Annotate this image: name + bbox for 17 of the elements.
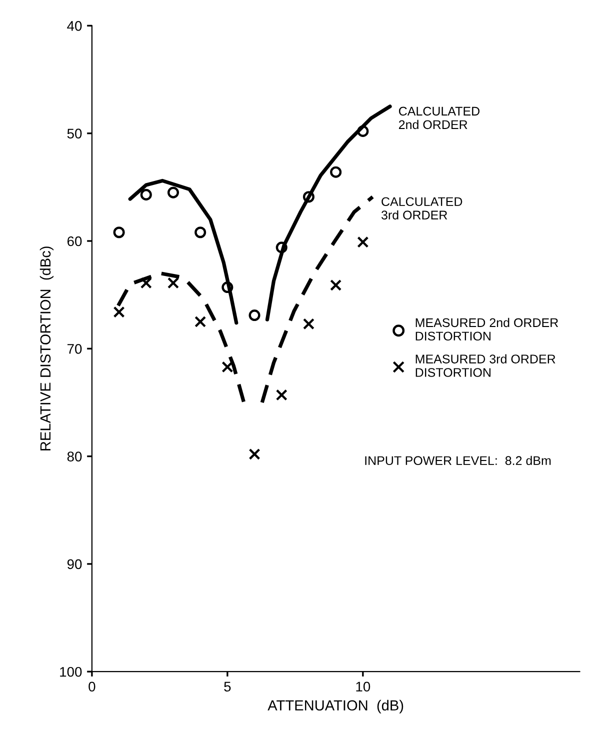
y-tick-label: 50	[67, 128, 82, 139]
y-tick-label: 40	[67, 21, 82, 31]
legend-label: MEASURED 2nd ORDER DISTORTION	[416, 318, 558, 341]
y-tick-label: 80	[67, 452, 82, 462]
x-tick-label: 5	[224, 682, 231, 692]
x-axis-title: ATTENUATION (dB)	[268, 700, 404, 714]
y-tick-label: 70	[67, 344, 82, 354]
y-axis-title: RELATIVE DISTORTION (dBc)	[40, 246, 54, 450]
y-tick-label: 90	[67, 559, 82, 570]
legend-label: MEASURED 3rd ORDER DISTORTION	[416, 354, 556, 377]
y-tick-label: 100	[60, 666, 82, 677]
series-label: CALCULATED 3rd ORDER	[381, 197, 462, 220]
series-label: CALCULATED 2nd ORDER	[398, 106, 480, 130]
x-tick-label: 10	[356, 682, 370, 692]
annotation: INPUT POWER LEVEL: 8.2 dBm	[365, 456, 551, 466]
y-tick-label: 60	[67, 236, 82, 246]
x-tick-label: 0	[88, 682, 96, 692]
